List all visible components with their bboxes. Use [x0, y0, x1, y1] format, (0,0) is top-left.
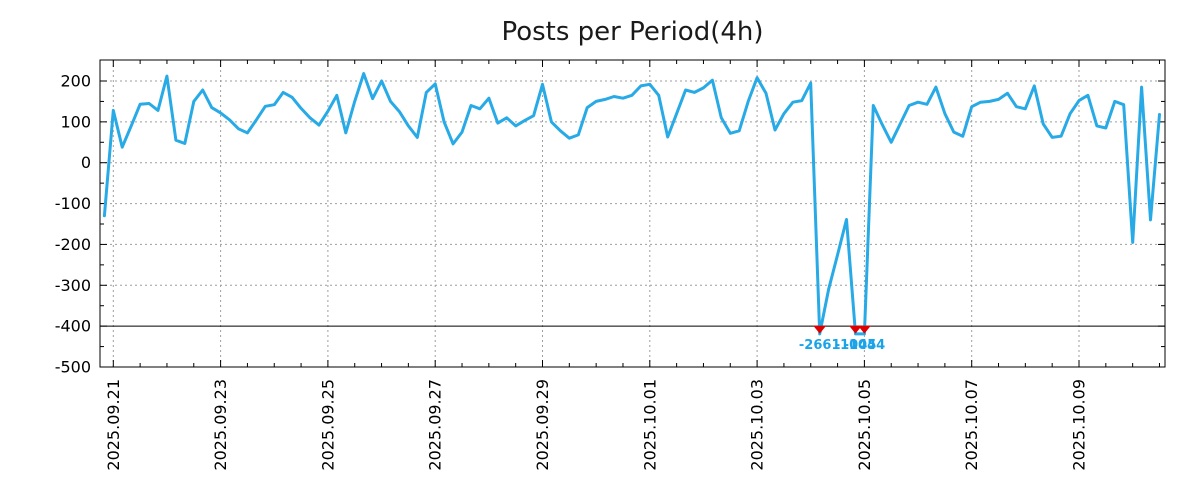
min-marker-triangle	[813, 325, 827, 334]
min-marker-triangle	[857, 325, 871, 334]
x-tick-label: 2025.09.23	[211, 379, 230, 471]
y-tick-label: 0	[81, 153, 91, 172]
posts-series-line	[102, 72, 1161, 336]
min-marker-label: -1045	[835, 338, 877, 353]
min-marker-triangle	[849, 325, 862, 334]
x-tick-label: 2025.09.21	[104, 379, 123, 471]
x-tick-label: 2025.09.27	[426, 379, 445, 471]
y-tick-label: -300	[55, 276, 91, 295]
x-tick-label: 2025.10.09	[1070, 379, 1089, 471]
x-tick-label: 2025.09.29	[533, 379, 552, 471]
x-tick-label: 2025.10.01	[640, 379, 659, 471]
x-tick-label: 2025.09.25	[318, 379, 337, 471]
x-axis-tick-labels: 2025.09.21 2025.09.23 2025.09.25 2025.09.27…	[104, 379, 1089, 471]
x-tick-label: 2025.10.05	[855, 379, 874, 471]
y-tick-label: 200	[60, 72, 91, 91]
min-marker-label: -2661	[799, 338, 841, 353]
y-tick-label: -200	[55, 235, 91, 254]
y-axis-tick-labels: 200 100 0 -100 -200 -300 -400 -500	[55, 72, 91, 377]
y-tick-label: -400	[55, 317, 91, 336]
x-tick-label: 2025.10.03	[748, 379, 767, 471]
x-tick-label: 2025.10.07	[962, 379, 981, 471]
chart-title: Posts per Period(4h)	[501, 17, 763, 47]
axes	[99, 59, 1166, 368]
clipped-value-markers: -2661-1045-1044	[799, 325, 886, 353]
y-tick-label: 100	[60, 112, 91, 131]
y-tick-label: -500	[55, 358, 91, 377]
min-marker-label: -1044	[844, 338, 886, 353]
y-tick-label: -100	[55, 194, 91, 213]
